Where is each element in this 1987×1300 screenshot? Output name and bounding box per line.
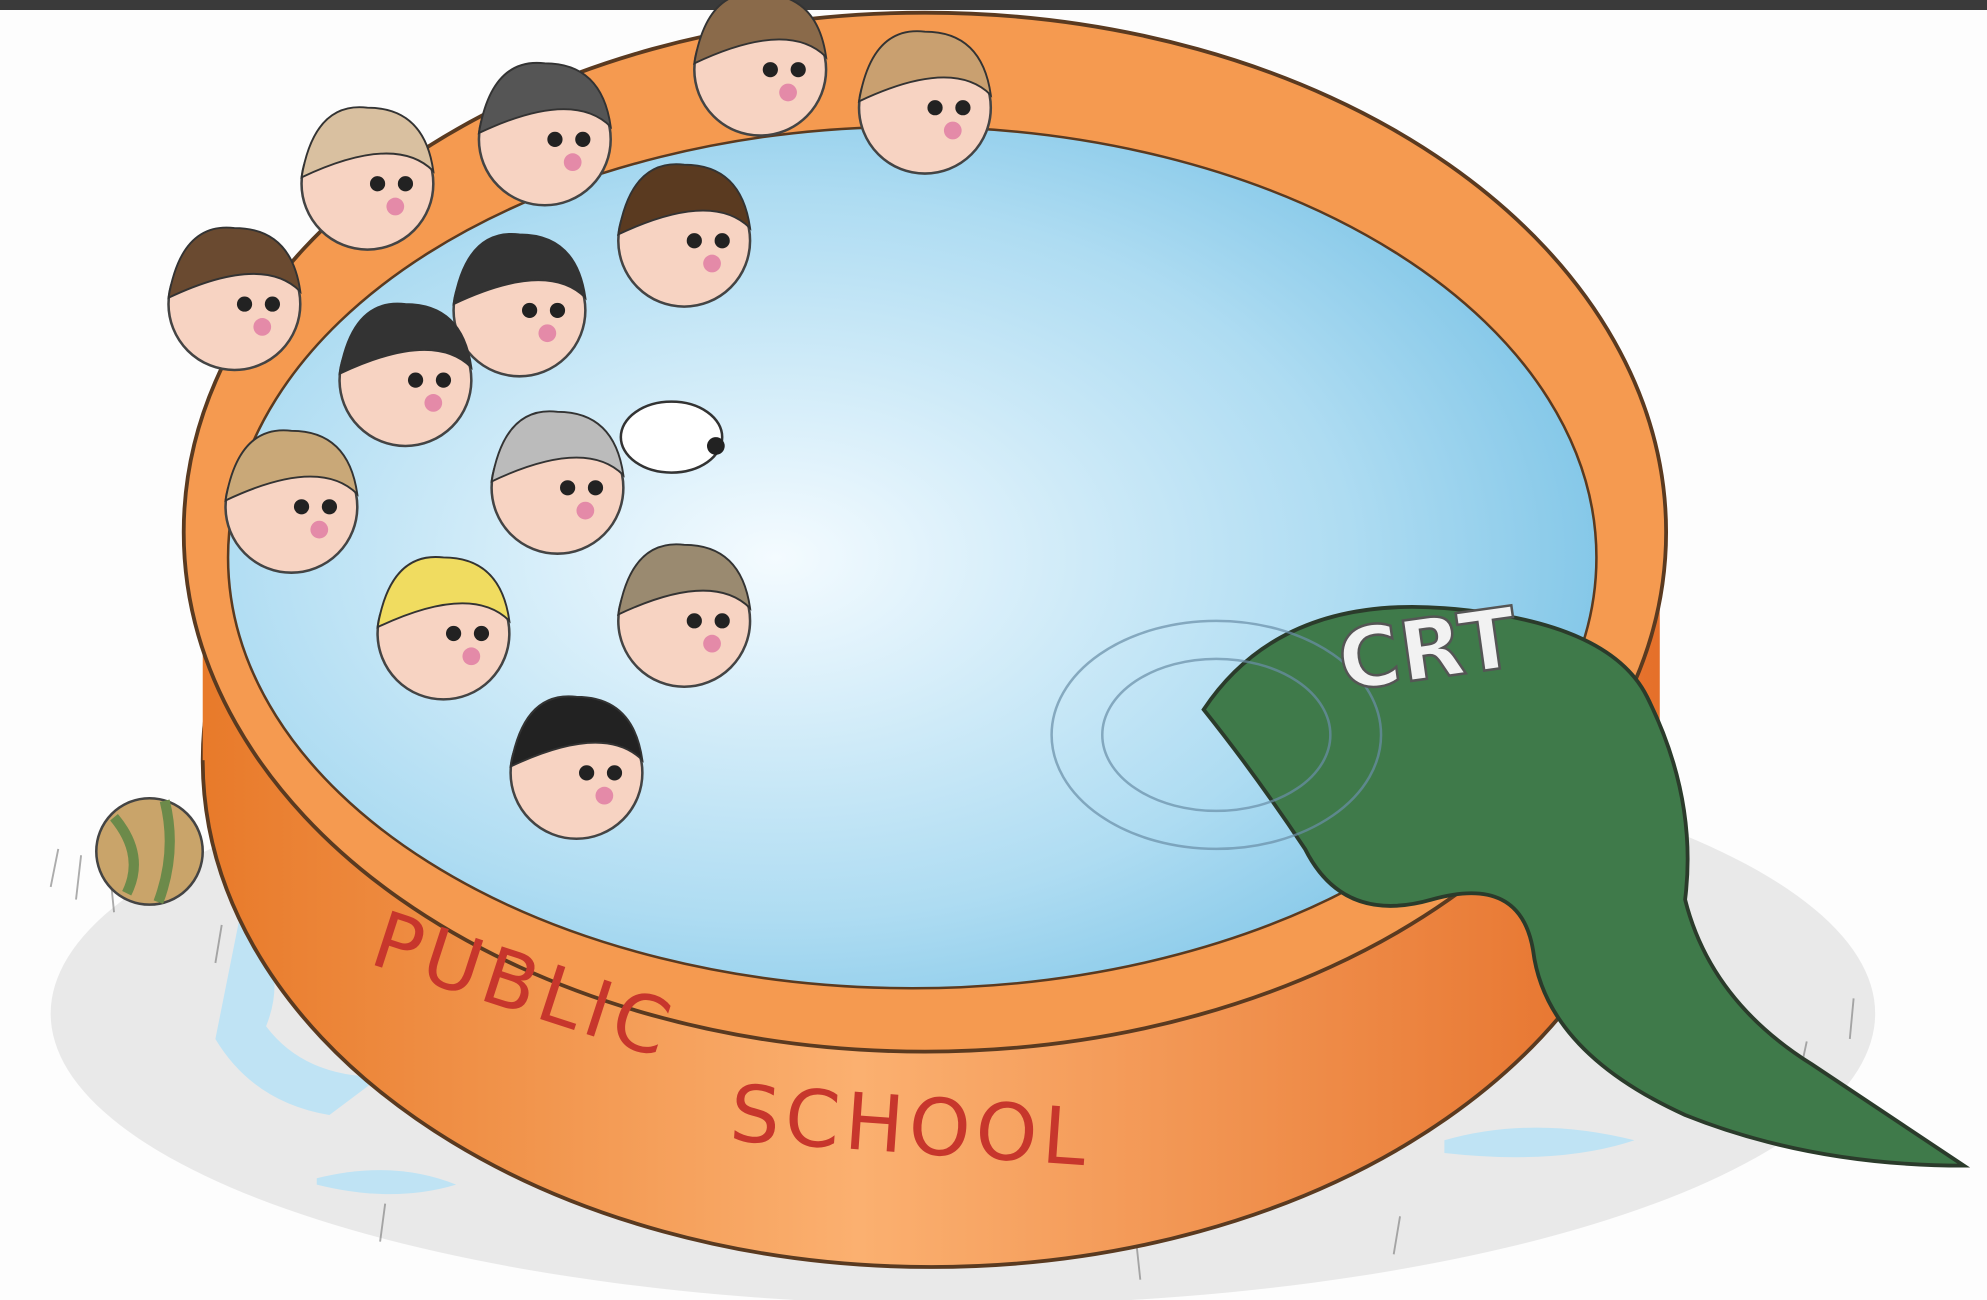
- child-eye: [687, 233, 702, 248]
- child-eye: [474, 626, 489, 641]
- child-eye: [370, 176, 385, 191]
- child: [694, 0, 826, 136]
- child-nose: [576, 502, 594, 520]
- child: [618, 544, 750, 686]
- child-eye: [588, 480, 603, 495]
- child-nose: [703, 635, 721, 653]
- child: [378, 557, 510, 699]
- child: [340, 304, 472, 446]
- child-eye: [715, 233, 730, 248]
- child-eye: [547, 132, 562, 147]
- child-eye: [408, 372, 423, 387]
- child-nose: [703, 255, 721, 273]
- child-eye: [522, 303, 537, 318]
- child-nose: [595, 787, 613, 805]
- child-nose: [779, 84, 797, 102]
- child-eye: [927, 100, 942, 115]
- child-nose: [424, 394, 442, 412]
- child-nose: [253, 318, 271, 336]
- child-nose: [564, 153, 582, 171]
- child-eye: [715, 613, 730, 628]
- child-eye: [322, 499, 337, 514]
- child: [169, 228, 301, 370]
- ball: [96, 798, 202, 904]
- child-nose: [538, 324, 556, 342]
- child-nose: [310, 521, 328, 539]
- child: [511, 696, 643, 838]
- page: {"labels": {"pool_word_1": "PUBLIC", "po…: [0, 0, 1987, 1300]
- child-eye: [265, 296, 280, 311]
- child: [479, 63, 611, 205]
- child-nose: [386, 198, 404, 216]
- dog-nose: [707, 437, 725, 455]
- child-eye: [294, 499, 309, 514]
- child-eye: [398, 176, 413, 191]
- child-eye: [607, 765, 622, 780]
- child: [454, 234, 586, 376]
- child-eye: [550, 303, 565, 318]
- child-eye: [575, 132, 590, 147]
- cartoon: PUBLIC SCHOOL CRT: [0, 0, 1987, 1300]
- child-eye: [955, 100, 970, 115]
- child-eye: [446, 626, 461, 641]
- child-eye: [791, 62, 806, 77]
- child-eye: [579, 765, 594, 780]
- dog: [621, 402, 725, 473]
- child-eye: [237, 296, 252, 311]
- child-nose: [944, 122, 962, 140]
- child-eye: [763, 62, 778, 77]
- child: [618, 164, 750, 306]
- child-nose: [462, 647, 480, 665]
- child-eye: [687, 613, 702, 628]
- child: [226, 430, 358, 572]
- dog-head: [621, 402, 722, 473]
- top-bar: [0, 0, 1987, 10]
- child-eye: [560, 480, 575, 495]
- child: [302, 107, 434, 249]
- child: [492, 411, 624, 553]
- child-eye: [436, 372, 451, 387]
- child: [859, 31, 991, 173]
